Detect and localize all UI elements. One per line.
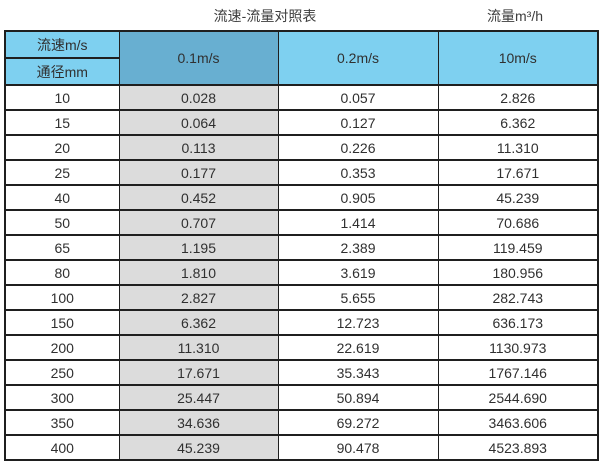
flow-value-0-1ms: 0.113: [118, 134, 279, 161]
flow-value-10ms: 4523.893: [437, 434, 599, 461]
table-body: 10 0.028 0.057 2.826 15 0.064 0.127 6.36…: [4, 84, 599, 461]
diameter-cell: 200: [4, 334, 120, 361]
diameter-cell: 65: [4, 234, 120, 261]
flow-value-0-1ms: 1.810: [118, 259, 279, 286]
flow-value-10ms: 45.239: [437, 184, 599, 211]
table-title: 流速-流量对照表: [213, 8, 317, 24]
table-row: 200 11.310 22.619 1130.973: [4, 334, 599, 361]
flow-value-0-2ms: 90.478: [277, 434, 439, 461]
flow-value-0-1ms: 0.064: [118, 109, 279, 136]
flow-value-10ms: 1130.973: [437, 334, 599, 361]
flow-value-10ms: 3463.606: [437, 409, 599, 436]
flow-value-0-2ms: 0.057: [277, 84, 439, 111]
table-row: 65 1.195 2.389 119.459: [4, 234, 599, 261]
table-row: 300 25.447 50.894 2544.690: [4, 384, 599, 411]
flow-value-0-2ms: 0.353: [277, 159, 439, 186]
flow-value-0-1ms: 2.827: [118, 284, 279, 311]
flow-value-0-2ms: 12.723: [277, 309, 439, 336]
column-header-10ms: 10m/s: [437, 30, 599, 86]
table-row: 50 0.707 1.414 70.686: [4, 209, 599, 236]
flow-value-0-2ms: 0.226: [277, 134, 439, 161]
diameter-cell: 20: [4, 134, 120, 161]
caption-bar: 流速-流量对照表 流量m³/h: [0, 0, 600, 30]
flow-value-10ms: 180.956: [437, 259, 599, 286]
column-header-0-2ms: 0.2m/s: [277, 30, 439, 86]
flow-value-0-1ms: 0.177: [118, 159, 279, 186]
diameter-cell: 50: [4, 209, 120, 236]
corner-velocity-header: 流速m/s: [4, 30, 120, 59]
flow-value-0-1ms: 17.671: [118, 359, 279, 386]
diameter-cell: 100: [4, 284, 120, 311]
diameter-cell: 80: [4, 259, 120, 286]
flow-value-0-2ms: 5.655: [277, 284, 439, 311]
flow-value-0-2ms: 50.894: [277, 384, 439, 411]
flow-value-0-2ms: 69.272: [277, 409, 439, 436]
flow-value-10ms: 2544.690: [437, 384, 599, 411]
flow-value-0-1ms: 0.707: [118, 209, 279, 236]
flow-value-0-1ms: 6.362: [118, 309, 279, 336]
diameter-cell: 10: [4, 84, 120, 111]
diameter-cell: 15: [4, 109, 120, 136]
diameter-cell: 25: [4, 159, 120, 186]
table-row: 80 1.810 3.619 180.956: [4, 259, 599, 286]
flow-value-0-2ms: 35.343: [277, 359, 439, 386]
flow-value-0-1ms: 0.028: [118, 84, 279, 111]
diameter-cell: 150: [4, 309, 120, 336]
diameter-cell: 350: [4, 409, 120, 436]
flow-value-10ms: 119.459: [437, 234, 599, 261]
flow-value-10ms: 6.362: [437, 109, 599, 136]
flow-value-0-1ms: 34.636: [118, 409, 279, 436]
table-row: 40 0.452 0.905 45.239: [4, 184, 599, 211]
flow-value-0-1ms: 0.452: [118, 184, 279, 211]
table-row: 100 2.827 5.655 282.743: [4, 284, 599, 311]
table-row: 350 34.636 69.272 3463.606: [4, 409, 599, 436]
flow-value-0-2ms: 2.389: [277, 234, 439, 261]
flow-value-0-1ms: 11.310: [118, 334, 279, 361]
diameter-cell: 300: [4, 384, 120, 411]
table-row: 400 45.239 90.478 4523.893: [4, 434, 599, 461]
table-header: 流速m/s 0.1m/s 0.2m/s 10m/s 通径mm: [4, 30, 599, 86]
diameter-cell: 40: [4, 184, 120, 211]
diameter-cell: 250: [4, 359, 120, 386]
flow-value-0-1ms: 45.239: [118, 434, 279, 461]
flow-rate-table: 流速m/s 0.1m/s 0.2m/s 10m/s 通径mm 10 0.028 …: [4, 30, 599, 461]
table-row: 150 6.362 12.723 636.173: [4, 309, 599, 336]
header-row-top: 流速m/s 0.1m/s 0.2m/s 10m/s: [4, 30, 599, 86]
flow-value-10ms: 2.826: [437, 84, 599, 111]
flow-value-0-2ms: 0.905: [277, 184, 439, 211]
flow-value-10ms: 1767.146: [437, 359, 599, 386]
flow-value-0-2ms: 1.414: [277, 209, 439, 236]
flow-value-0-2ms: 3.619: [277, 259, 439, 286]
flow-value-0-1ms: 1.195: [118, 234, 279, 261]
corner-diameter-header: 通径mm: [4, 57, 120, 86]
flow-value-10ms: 636.173: [437, 309, 599, 336]
table-row: 25 0.177 0.353 17.671: [4, 159, 599, 186]
table-row: 15 0.064 0.127 6.362: [4, 109, 599, 136]
flow-value-10ms: 282.743: [437, 284, 599, 311]
table-row: 20 0.113 0.226 11.310: [4, 134, 599, 161]
flow-unit-title: 流量m³/h: [487, 8, 543, 24]
flow-value-10ms: 17.671: [437, 159, 599, 186]
flow-value-10ms: 11.310: [437, 134, 599, 161]
flow-value-0-2ms: 22.619: [277, 334, 439, 361]
header-row-bottom: 通径mm: [4, 57, 598, 86]
diameter-cell: 400: [4, 434, 120, 461]
column-header-0-1ms: 0.1m/s: [118, 30, 279, 86]
flow-value-10ms: 70.686: [437, 209, 599, 236]
table-row: 10 0.028 0.057 2.826: [4, 84, 599, 111]
flow-value-0-2ms: 0.127: [277, 109, 439, 136]
table-row: 250 17.671 35.343 1767.146: [4, 359, 599, 386]
flow-value-0-1ms: 25.447: [118, 384, 279, 411]
